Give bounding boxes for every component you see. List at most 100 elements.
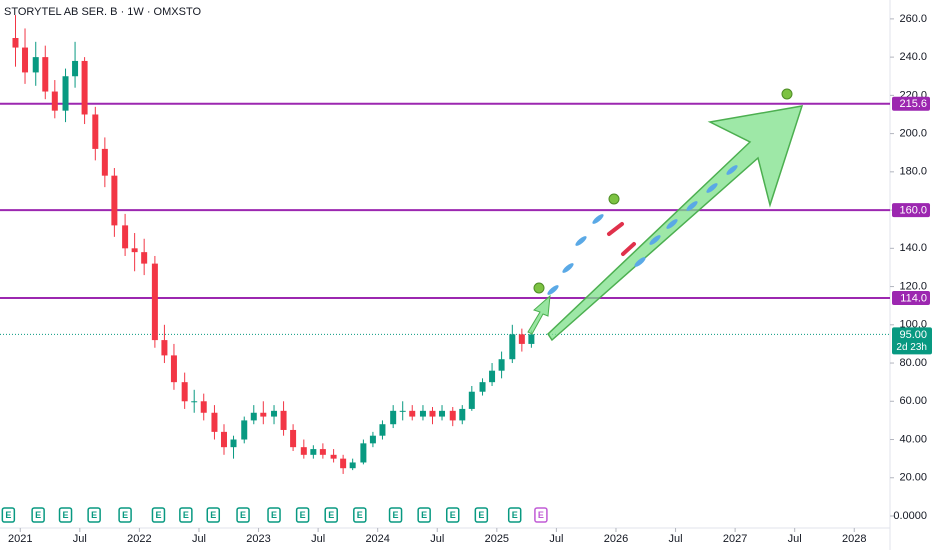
earnings-label: E [421, 510, 427, 520]
candle-body [161, 340, 168, 356]
earnings-label: E [210, 510, 216, 520]
level-label: 215.6 [899, 98, 927, 110]
candle-body [349, 462, 356, 469]
candle-body [369, 435, 376, 444]
candle-body [409, 410, 416, 417]
candle-body [319, 449, 326, 455]
apples [533, 88, 793, 294]
earnings-badge [507, 507, 522, 523]
candle-body [141, 252, 148, 264]
candle-body [32, 57, 39, 73]
candle-body [250, 412, 257, 421]
candle-body [290, 429, 297, 448]
earnings-label: E [122, 510, 128, 520]
earnings-label: E [393, 510, 399, 520]
candle-body [419, 410, 426, 417]
earnings-badge [58, 507, 73, 523]
candle-body [310, 449, 317, 455]
candle-body [200, 401, 207, 413]
candle-body [300, 447, 307, 455]
candle-body [439, 410, 446, 417]
earnings-badge [236, 507, 250, 523]
x-tick-label: 2023 [246, 533, 270, 545]
earnings-badge [353, 507, 367, 523]
level-label: 114.0 [900, 292, 927, 304]
earnings-label: E [155, 510, 161, 520]
drawings [527, 88, 804, 342]
candle-body [360, 443, 367, 463]
candle-body [111, 175, 118, 226]
candle-body [12, 38, 19, 48]
earnings-label: E [300, 510, 306, 520]
candle-body [390, 410, 397, 425]
y-tick-label: 140.0 [899, 242, 927, 254]
axes: 0.000020.0040.0060.0080.00100.0120.0140.… [8, 13, 932, 545]
level-label-box [892, 291, 930, 306]
candle-body [151, 263, 158, 341]
y-tick-label: 80.00 [899, 357, 927, 369]
level-label-box [892, 96, 930, 111]
level-label-box [892, 203, 930, 218]
x-tick-label: Jul [311, 533, 325, 545]
x-tick-label: 2025 [485, 533, 509, 545]
y-tick-label: 120.0 [899, 280, 927, 292]
x-tick-label: 2022 [127, 533, 151, 545]
candle-body [330, 454, 337, 459]
earnings-badge [474, 507, 489, 523]
earnings-badge [534, 507, 548, 523]
y-tick-label: 0.0000 [893, 510, 927, 522]
candle-body [220, 431, 227, 448]
x-tick-label: Jul [430, 533, 444, 545]
earnings-label: E [450, 510, 456, 520]
candle-body [122, 225, 129, 249]
earnings-badge [388, 507, 403, 523]
planes [547, 165, 738, 295]
candle-body [271, 410, 278, 417]
earnings-label: E [35, 510, 41, 520]
x-tick-label: Jul [192, 533, 206, 545]
candle-body [379, 424, 386, 436]
y-tick-label: 200.0 [899, 128, 927, 140]
earnings-label: E [512, 510, 518, 520]
earnings-label: E [357, 510, 363, 520]
earnings-label: E [271, 510, 277, 520]
earnings-label: E [63, 510, 69, 520]
last-price-box [892, 327, 932, 355]
earnings-badge [118, 507, 132, 523]
x-tick-label: 2028 [842, 533, 866, 545]
earnings-badge [206, 507, 221, 523]
y-tick-label: 40.00 [899, 433, 927, 445]
y-tick-label: 260.0 [899, 13, 927, 25]
earnings-badge [295, 507, 310, 523]
chart-title: STORYTEL AB SER. B · 1W · OMXSTO [4, 6, 201, 18]
candle-body [92, 114, 99, 149]
candle-body [399, 410, 406, 412]
candle-body [509, 334, 516, 360]
candle-body [498, 359, 505, 371]
y-tick-label: 240.0 [899, 51, 927, 63]
y-tick-label: 20.00 [899, 472, 927, 484]
earnings-badge [179, 507, 193, 523]
candle-body [459, 408, 466, 421]
earnings-label: E [91, 510, 97, 520]
earnings-badge [267, 507, 281, 523]
candle-body [181, 382, 188, 402]
candle-body [230, 439, 237, 448]
earnings-badge [1, 507, 16, 523]
earnings-badge [417, 507, 431, 523]
candle-body [62, 76, 69, 111]
candle-body [51, 91, 58, 111]
candle-body [211, 412, 218, 432]
candle-body [22, 47, 29, 73]
earnings-label: E [5, 510, 11, 520]
x-tick-label: Jul [73, 533, 87, 545]
x-tick-label: 2024 [365, 533, 389, 545]
level-label: 160.0 [899, 204, 927, 216]
y-tick-label: 60.00 [899, 395, 927, 407]
earnings-label: E [240, 510, 246, 520]
countdown-label: 2d 23h [896, 342, 927, 353]
candle-body [528, 334, 535, 344]
